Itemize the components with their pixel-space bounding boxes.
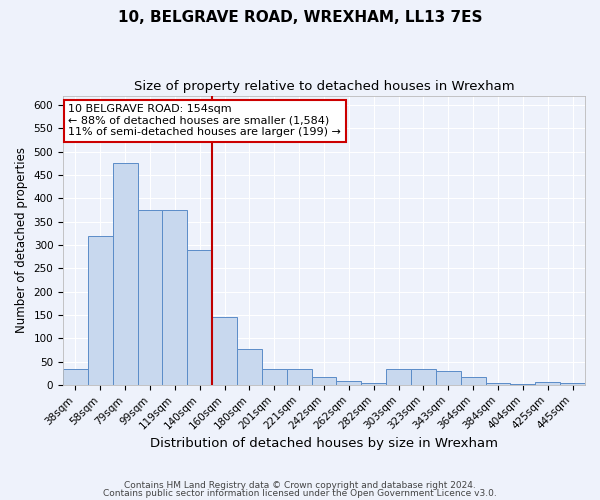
Bar [337,381,361,385]
Bar [63,370,88,385]
Bar [311,378,337,385]
Text: Contains public sector information licensed under the Open Government Licence v3: Contains public sector information licen… [103,488,497,498]
Bar [88,236,113,385]
Bar [361,382,386,385]
Bar [535,382,560,385]
Bar [137,210,163,385]
Bar [436,372,461,385]
Bar [212,317,237,385]
Bar [386,370,411,385]
Bar [411,370,436,385]
Bar [485,382,511,385]
Text: 10 BELGRAVE ROAD: 154sqm
← 88% of detached houses are smaller (1,584)
11% of sem: 10 BELGRAVE ROAD: 154sqm ← 88% of detach… [68,104,341,138]
Title: Size of property relative to detached houses in Wrexham: Size of property relative to detached ho… [134,80,514,93]
Bar [287,370,311,385]
Bar [237,350,262,385]
Bar [187,250,212,385]
Bar [262,370,287,385]
Text: Contains HM Land Registry data © Crown copyright and database right 2024.: Contains HM Land Registry data © Crown c… [124,481,476,490]
Y-axis label: Number of detached properties: Number of detached properties [15,147,28,333]
Bar [113,163,137,385]
Bar [461,378,485,385]
Bar [560,382,585,385]
X-axis label: Distribution of detached houses by size in Wrexham: Distribution of detached houses by size … [150,437,498,450]
Text: 10, BELGRAVE ROAD, WREXHAM, LL13 7ES: 10, BELGRAVE ROAD, WREXHAM, LL13 7ES [118,10,482,25]
Bar [511,384,535,385]
Bar [163,210,187,385]
